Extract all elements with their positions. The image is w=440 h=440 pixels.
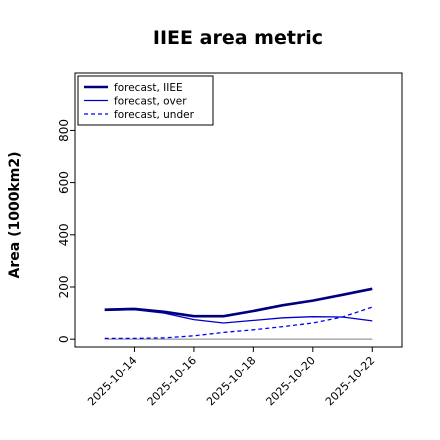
x-tick-label: 2025-10-14 (85, 354, 139, 408)
y-tick-label: 400 (57, 223, 71, 246)
x-axis: 2025-10-14 2025-10-16 2025-10-18 2025-10-20… (85, 347, 377, 408)
x-tick-label: 2025-10-22 (323, 354, 377, 408)
series-line-forecast-iiee (104, 287, 373, 318)
y-tick-label: 800 (57, 119, 71, 142)
series-line-forecast-over (104, 309, 373, 324)
y-tick-label: 200 (57, 276, 71, 299)
series-layer (104, 287, 373, 340)
x-tick-label: 2025-10-20 (264, 354, 318, 408)
y-axis-label: Area (1000km2) (7, 152, 23, 279)
y-axis: 0 200 400 600 800 (57, 119, 75, 343)
chart-title: IIEE area metric (153, 27, 323, 49)
x-tick-label: 2025-10-18 (204, 354, 258, 408)
y-tick-label: 0 (57, 335, 71, 343)
legend-label: forecast, under (114, 109, 195, 121)
x-tick-label: 2025-10-16 (145, 354, 199, 408)
plot-frame (74, 72, 403, 348)
y-tick-label: 600 (57, 171, 71, 194)
legend-label: forecast, IIEE (114, 82, 183, 94)
series-line-forecast-under (104, 306, 373, 340)
legend-label: forecast, over (114, 96, 187, 108)
